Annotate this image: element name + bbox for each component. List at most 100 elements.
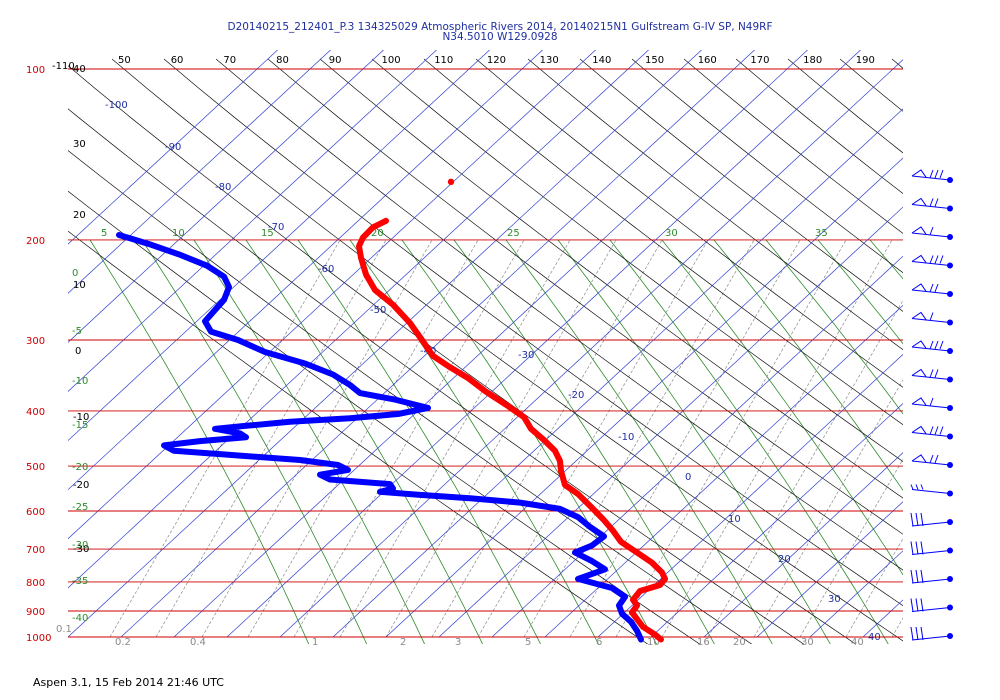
isobars [68, 68, 903, 638]
dry-adiabats [68, 58, 903, 644]
moist-adiabat-line [297, 239, 541, 644]
moist-adiabat-label: 30 [665, 228, 678, 239]
dry-adiabat-line [371, 58, 903, 462]
isotherm-line [491, 255, 903, 638]
dry-adiabat-line [579, 58, 903, 312]
dry-adiabat-label: 10 [728, 514, 741, 525]
dry-adiabat-line [319, 58, 903, 499]
isotherm-line [862, 599, 903, 638]
top-axis-tick-label: 80 [276, 55, 289, 66]
mixing-ratio-line [845, 537, 903, 638]
moist-adiabat-line [453, 239, 715, 644]
dry-adiabat-line [423, 58, 903, 426]
mixing-ratio-line [247, 239, 479, 638]
chart-title: D20140215_212401_P.3 134325029 Atmospher… [0, 22, 1000, 43]
dry-adiabat-label: 0 [685, 472, 691, 483]
isotherm-line [120, 50, 756, 638]
moist-adiabat-line [765, 239, 903, 415]
moist-adiabat-label: 20 [371, 228, 384, 239]
moist-edge-label: -40 [72, 613, 88, 624]
isotherm-line [68, 50, 332, 294]
isotherm-edge-label: 10 [73, 280, 86, 291]
dry-adiabat-label: -50 [370, 305, 386, 316]
dry-adiabat-label: -10 [618, 432, 634, 443]
wind-barb [910, 626, 953, 641]
moist-adiabat-line [141, 239, 368, 644]
dry-adiabat-label: -100 [105, 100, 128, 111]
top-axis-tick-label: 60 [171, 55, 184, 66]
wind-barb [910, 512, 953, 527]
isolated-data-point [447, 178, 455, 186]
mixing-ratio-label: 5 [525, 637, 531, 648]
wind-barb [911, 425, 953, 440]
mixing-ratio-label: 0.1 [56, 624, 72, 635]
mixing-ratio-line [753, 379, 903, 638]
pressure-tick-label: 1000 [26, 633, 51, 644]
dry-adiabat-line [839, 58, 903, 112]
isotherm-edge-label: 40 [73, 64, 86, 75]
isotherm-edge-label: -30 [73, 544, 89, 555]
dry-adiabat-label: 40 [868, 632, 881, 643]
moist-edge-label: -30 [72, 540, 88, 551]
top-axis-tick-label: 130 [540, 55, 559, 66]
isotherm-line [438, 206, 903, 638]
dry-adiabat-line [631, 58, 903, 274]
isotherm-line [68, 50, 438, 392]
isotherm-line [68, 50, 703, 638]
footer-text: Aspen 3.1, 15 Feb 2014 21:46 UTC [33, 676, 224, 689]
isotherm-edge-label: 20 [73, 210, 86, 221]
mixing-ratio-label: 30 [801, 637, 814, 648]
top-axis-tick-label: 160 [698, 55, 717, 66]
top-axis-tick-label: 180 [803, 55, 822, 66]
isotherm-line [385, 157, 903, 638]
mixing-ratio-line [891, 617, 903, 638]
wind-barb [911, 311, 953, 326]
top-axis-tick-label: 140 [592, 55, 611, 66]
isotherm-line [68, 50, 279, 245]
moist-adiabat-label: 10 [172, 228, 185, 239]
dry-adiabat-label: 20 [778, 554, 791, 565]
pressure-tick-label: 800 [26, 578, 45, 589]
pressure-tick-label: 400 [26, 407, 45, 418]
chart-title-line2: N34.5010 W129.0928 [442, 31, 558, 43]
isotherm-line [703, 452, 903, 638]
moist-adiabat-line [713, 239, 903, 491]
moist-adiabat-label: 5 [101, 228, 107, 239]
moist-edge-label: -20 [72, 462, 88, 473]
moist-adiabats [89, 239, 903, 644]
wind-barb [911, 197, 953, 212]
moist-adiabat-label: 15 [261, 228, 274, 239]
pressure-tick-label: 200 [26, 236, 45, 247]
wind-barb [911, 340, 953, 354]
wind-barb [911, 226, 953, 240]
mixing-ratio-label: 3 [455, 637, 461, 648]
dewpoint-line [116, 232, 644, 643]
moist-edge-label: -15 [72, 420, 88, 431]
mixing-ratio-line [385, 239, 617, 638]
mixing-ratio-line [155, 239, 387, 638]
wind-barb [910, 541, 953, 555]
dry-adiabat-line [527, 58, 903, 351]
mixing-ratio-line [477, 239, 709, 638]
pressure-tick-label: 600 [26, 507, 45, 518]
mixing-ratio-label: 2 [400, 637, 406, 648]
moist-adiabat-line [193, 239, 426, 644]
mixing-ratio-line [661, 239, 893, 638]
dry-adiabat-line [475, 58, 903, 388]
wind-barb [911, 169, 953, 183]
top-axis-tick-label: 170 [750, 55, 769, 66]
pressure-tick-label: 100 [26, 65, 45, 76]
dry-adiabat-label: 30 [828, 594, 841, 605]
top-axis-tick-label: 70 [223, 55, 236, 66]
wind-barb [910, 598, 953, 612]
dry-adiabat-label: -80 [215, 182, 231, 193]
moist-edge-label: -10 [72, 376, 88, 387]
wind-barb [910, 569, 953, 584]
moist-adiabat-line [557, 239, 831, 644]
mixing-ratio-label: 0.2 [115, 637, 131, 648]
isotherm-line [916, 44, 1000, 637]
dry-adiabat-line [683, 58, 903, 234]
moist-adiabat-line [609, 239, 889, 644]
